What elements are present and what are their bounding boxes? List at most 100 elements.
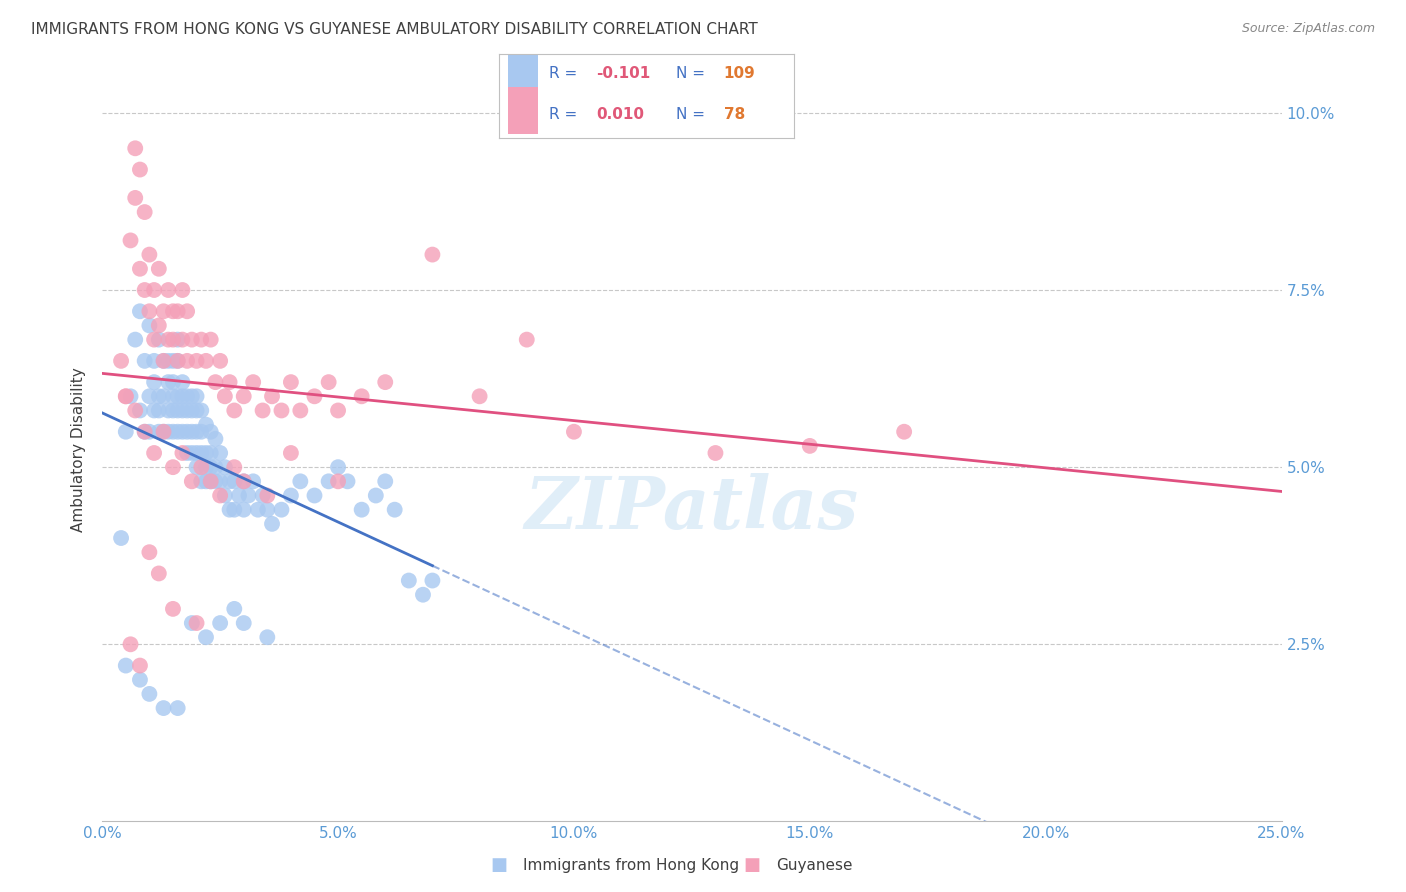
Point [162, 403, 184, 417]
Point [218, 502, 240, 516]
Point [214, 460, 236, 475]
Point [290, 403, 312, 417]
Point [180, 475, 202, 489]
Point [326, 403, 349, 417]
Point [186, 446, 208, 460]
Point [224, 602, 246, 616]
Point [152, 354, 174, 368]
Point [157, 403, 180, 417]
Point [138, 389, 160, 403]
Point [204, 432, 226, 446]
Point [232, 389, 254, 403]
Point [180, 615, 202, 630]
Point [134, 205, 156, 219]
Point [176, 446, 198, 460]
Point [252, 403, 274, 417]
Text: ■: ■ [744, 856, 761, 874]
Text: N =: N = [676, 107, 710, 122]
Point [256, 489, 278, 503]
Point [256, 502, 278, 516]
Point [218, 375, 240, 389]
Point [148, 425, 170, 439]
Point [242, 475, 264, 489]
Point [180, 425, 202, 439]
Y-axis label: Ambulatory Disability: Ambulatory Disability [72, 368, 86, 532]
Text: 0.010: 0.010 [596, 107, 644, 122]
Point [114, 658, 136, 673]
Point [190, 475, 212, 489]
Point [326, 460, 349, 475]
Point [238, 489, 260, 503]
Point [152, 425, 174, 439]
Text: -0.101: -0.101 [596, 66, 651, 81]
Point [157, 333, 180, 347]
Point [304, 389, 326, 403]
Point [134, 354, 156, 368]
Point [166, 701, 188, 715]
Point [172, 446, 194, 460]
Point [190, 460, 212, 475]
Point [162, 389, 184, 403]
Point [157, 425, 180, 439]
Point [120, 389, 142, 403]
Point [148, 261, 170, 276]
Point [190, 333, 212, 347]
Point [374, 475, 396, 489]
Point [190, 446, 212, 460]
Point [209, 475, 232, 489]
Point [200, 475, 222, 489]
Point [166, 354, 188, 368]
Point [172, 403, 194, 417]
Text: 78: 78 [724, 107, 745, 122]
Point [162, 333, 184, 347]
Point [148, 566, 170, 581]
Point [143, 283, 166, 297]
Point [195, 630, 218, 644]
Point [152, 389, 174, 403]
Point [180, 403, 202, 417]
Point [218, 475, 240, 489]
Point [138, 425, 160, 439]
Point [124, 403, 146, 417]
Point [412, 588, 434, 602]
Point [256, 630, 278, 644]
Point [195, 417, 218, 432]
Text: ■: ■ [491, 856, 508, 874]
Point [129, 658, 152, 673]
Text: Immigrants from Hong Kong: Immigrants from Hong Kong [523, 858, 740, 872]
Point [186, 460, 208, 475]
Point [143, 354, 166, 368]
Point [195, 354, 218, 368]
Point [190, 425, 212, 439]
Point [148, 403, 170, 417]
Point [290, 475, 312, 489]
Point [260, 389, 283, 403]
Point [195, 475, 218, 489]
Point [162, 354, 184, 368]
Point [204, 475, 226, 489]
Point [172, 375, 194, 389]
Bar [508, 44, 537, 90]
Point [318, 375, 340, 389]
Point [422, 574, 444, 588]
Point [398, 574, 420, 588]
Point [134, 425, 156, 439]
Point [209, 489, 232, 503]
Point [134, 283, 156, 297]
Point [129, 403, 152, 417]
Point [110, 354, 132, 368]
Point [114, 389, 136, 403]
Text: R =: R = [550, 107, 582, 122]
Text: Guyanese: Guyanese [776, 858, 852, 872]
Point [204, 460, 226, 475]
Point [562, 425, 585, 439]
Point [134, 425, 156, 439]
Point [516, 333, 538, 347]
Point [270, 403, 292, 417]
Point [200, 446, 222, 460]
Point [468, 389, 491, 403]
Point [172, 389, 194, 403]
Point [162, 304, 184, 318]
Point [232, 502, 254, 516]
Text: N =: N = [676, 66, 710, 81]
